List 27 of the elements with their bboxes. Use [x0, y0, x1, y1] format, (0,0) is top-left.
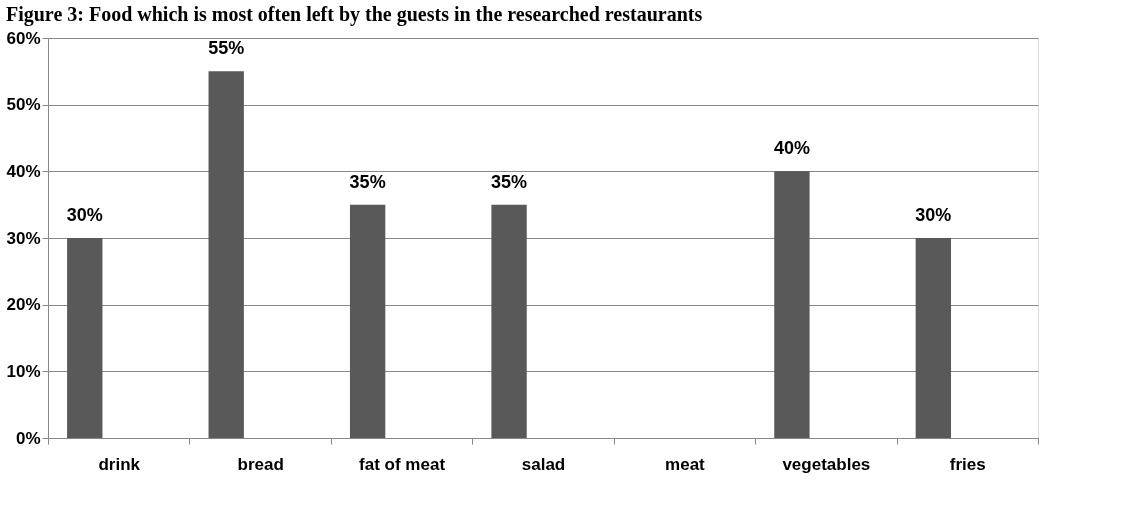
y-tick-label: 0%: [15, 428, 41, 448]
y-tick-label: 30%: [6, 228, 41, 248]
data-label: 35%: [491, 171, 528, 192]
bar: [349, 204, 386, 438]
bar: [915, 238, 952, 438]
x-tick-label: meat: [665, 454, 706, 474]
x-tick-label: fat of meat: [359, 454, 446, 474]
data-label: 55%: [208, 38, 245, 59]
bar: [774, 171, 810, 438]
y-tick-label: 10%: [6, 361, 41, 381]
data-label: 40%: [773, 138, 810, 159]
x-tick-label: bread: [237, 454, 284, 474]
y-tick-label: 60%: [6, 28, 41, 48]
x-tick-label: salad: [521, 454, 566, 474]
data-label: 30%: [66, 205, 103, 225]
y-tick-label: 20%: [6, 295, 41, 315]
x-tick-label: fries: [949, 454, 986, 474]
bar: [67, 238, 103, 438]
bar: [491, 204, 527, 438]
x-tick-label: vegetables: [782, 454, 871, 474]
x-tick-label: drink: [98, 454, 141, 474]
data-label: 35%: [349, 171, 386, 192]
data-label: 30%: [915, 205, 952, 225]
chart-title: Figure 3: Food which is most often left by the guests in the researched restaurants: [5, 3, 703, 26]
y-tick-label: 40%: [6, 161, 41, 181]
bar: [208, 71, 244, 438]
y-tick-label: 50%: [6, 95, 41, 115]
